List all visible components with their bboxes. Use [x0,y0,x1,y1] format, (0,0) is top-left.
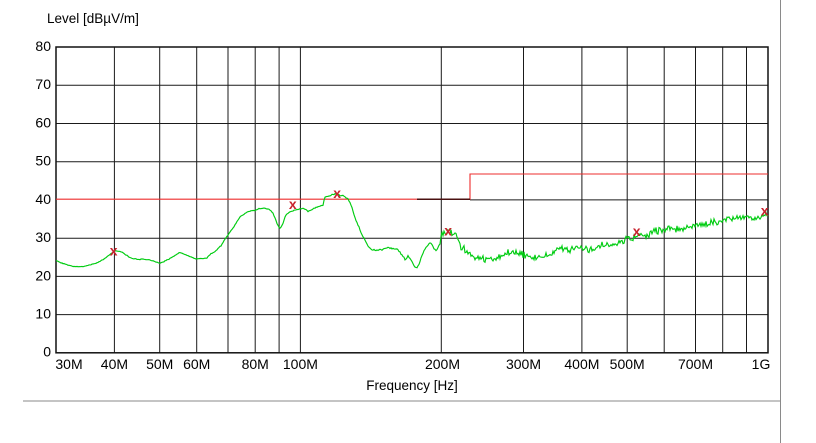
svg-text:20: 20 [35,267,51,283]
svg-text:1G: 1G [752,356,771,372]
svg-text:50: 50 [35,153,51,169]
svg-text:30: 30 [35,229,51,245]
svg-text:80M: 80M [242,356,269,372]
svg-text:500M: 500M [610,356,645,372]
svg-text:x: x [289,196,297,212]
svg-text:30M: 30M [55,356,82,372]
svg-text:x: x [444,223,452,239]
svg-text:0: 0 [43,344,51,360]
svg-text:400M: 400M [564,356,599,372]
svg-text:x: x [633,223,641,239]
svg-text:70: 70 [35,76,51,92]
svg-text:40M: 40M [101,356,128,372]
svg-text:40: 40 [35,191,51,207]
svg-text:x: x [333,185,341,201]
svg-text:100M: 100M [283,356,318,372]
svg-text:x: x [761,203,769,219]
svg-text:300M: 300M [506,356,541,372]
svg-text:80: 80 [35,38,51,54]
svg-text:60M: 60M [183,356,210,372]
svg-text:Level [dBµV/m]: Level [dBµV/m] [47,11,139,26]
svg-text:Frequency [Hz]: Frequency [Hz] [366,378,458,393]
svg-text:200M: 200M [425,356,460,372]
svg-text:10: 10 [35,306,51,322]
svg-text:x: x [110,243,118,259]
svg-text:60: 60 [35,114,51,130]
svg-text:50M: 50M [146,356,173,372]
svg-text:700M: 700M [678,356,713,372]
